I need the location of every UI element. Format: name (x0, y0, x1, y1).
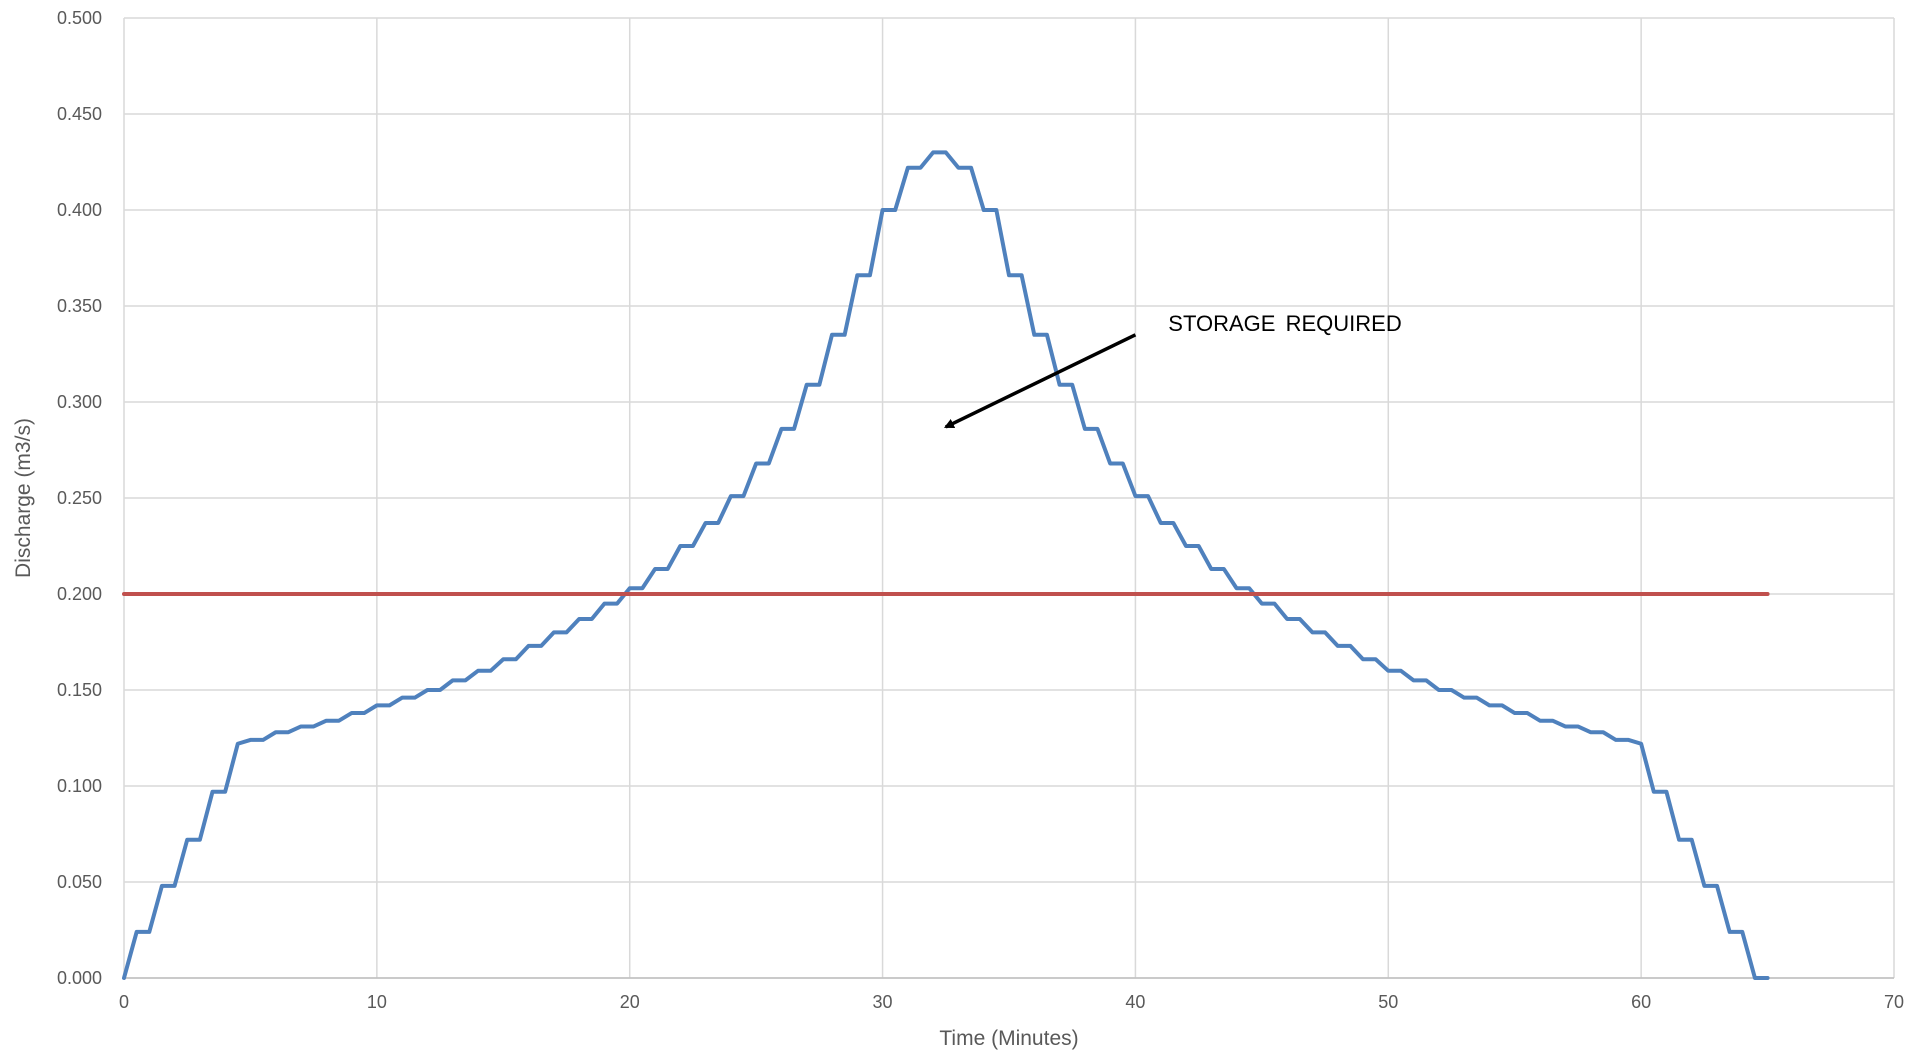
y-tick-label: 0.150 (57, 680, 102, 700)
y-tick-label: 0.400 (57, 200, 102, 220)
gridlines (123, 17, 1895, 979)
y-tick-label: 0.300 (57, 392, 102, 412)
x-tick-label: 20 (620, 992, 640, 1012)
annotation-label: STORAGE REQUIRED (1168, 311, 1401, 336)
x-tick-label: 10 (367, 992, 387, 1012)
y-tick-label: 0.200 (57, 584, 102, 604)
y-tick-label: 0.000 (57, 968, 102, 988)
y-tick-label: 0.500 (57, 8, 102, 28)
y-tick-label: 0.350 (57, 296, 102, 316)
x-axis-title: Time (Minutes) (939, 1027, 1078, 1050)
y-axis-title: Discharge (m3/s) (12, 418, 35, 578)
x-tick-label: 0 (119, 992, 129, 1012)
y-tick-label: 0.250 (57, 488, 102, 508)
axes: 0 10 20 30 40 50 60 70 0.000 0.050 0.100 0.150 0.200… (57, 8, 1904, 1012)
y-tick-label: 0.050 (57, 872, 102, 892)
x-tick-label: 40 (1125, 992, 1145, 1012)
x-tick-label: 30 (873, 992, 893, 1012)
y-tick-label: 0.100 (57, 776, 102, 796)
x-tick-label: 50 (1378, 992, 1398, 1012)
annotations: STORAGE REQUIRED (943, 311, 1402, 429)
series-line-discharge (122, 150, 1770, 980)
x-tick-label: 70 (1884, 992, 1904, 1012)
y-tick-label: 0.450 (57, 104, 102, 124)
annotation-arrow (943, 333, 1137, 429)
series (122, 150, 1770, 980)
x-tick-label: 60 (1631, 992, 1651, 1012)
